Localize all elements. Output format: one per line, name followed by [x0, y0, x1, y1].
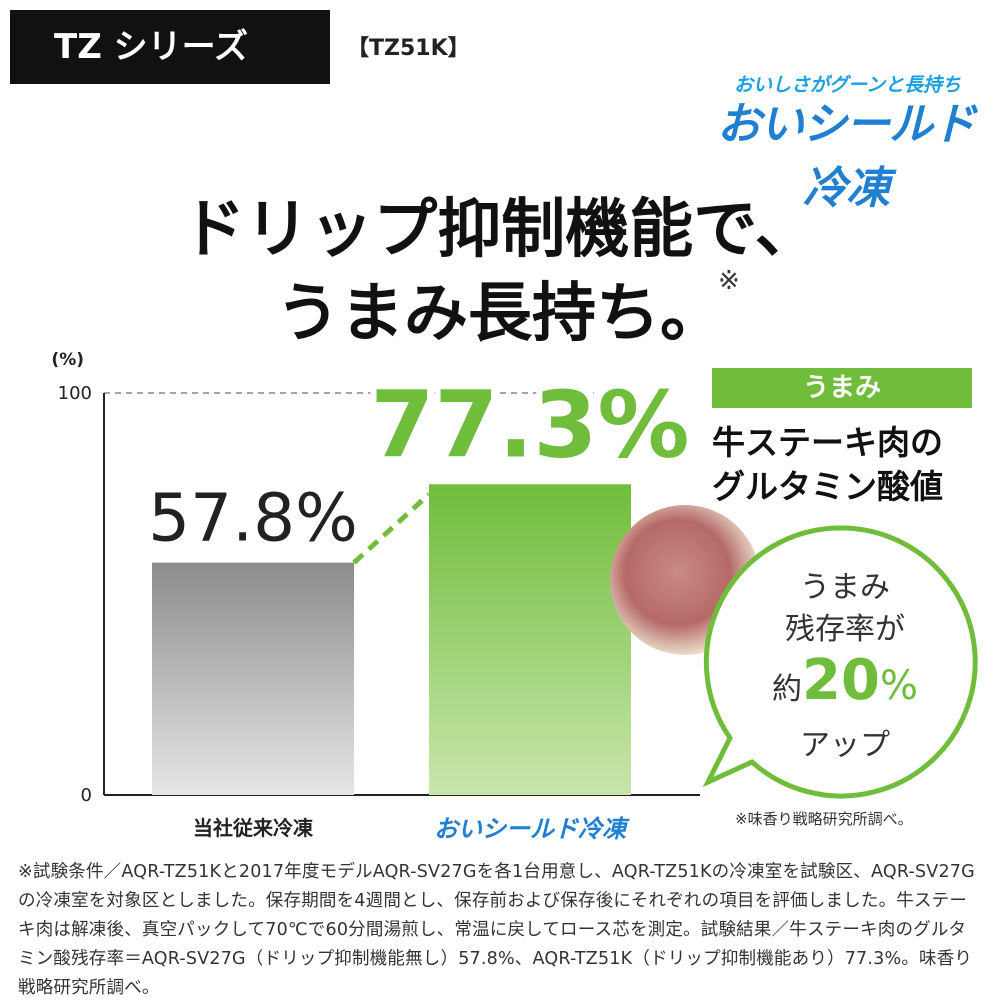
series-badge: TZ シリーズ — [10, 10, 330, 84]
brand-tagline: おいしさがグーンと長持ち — [733, 74, 962, 96]
bubble-line2: 残存率が — [785, 612, 905, 647]
brand-logo: おいシールド冷凍 — [717, 99, 976, 214]
disclaimer: ※試験条件／AQR-TZ51Kと2017年度モデルAQR-SV27Gを各1台用意… — [18, 862, 975, 998]
metric-line2: グルタミン酸値 — [712, 467, 943, 506]
speech-bubble — [702, 525, 978, 799]
bar — [152, 562, 354, 795]
connector-line — [352, 492, 431, 565]
bubble-value: 20 — [802, 648, 880, 713]
bubble-line4: アップ — [800, 728, 890, 763]
note-mark: ※ — [718, 266, 740, 296]
bubble-prefix: 約 — [772, 672, 803, 707]
category-label: おいシールド冷凍 — [434, 815, 630, 843]
umami-tag: うまみ — [712, 368, 972, 408]
metric-line1: 牛ステーキ肉の — [712, 423, 943, 462]
model-number: 【TZ51K】 — [347, 36, 470, 61]
bubble-value-line: 約20% — [740, 648, 950, 713]
data-label: 77.3% — [370, 371, 689, 478]
bubble-unit: % — [879, 663, 918, 709]
source-note: ※味香り戦略研究所調べ。 — [735, 810, 913, 828]
category-label: 当社従来冷凍 — [193, 816, 314, 840]
y-tick-label: 0 — [81, 785, 92, 806]
y-axis-label: (%) — [51, 350, 84, 370]
data-label: 57.8% — [148, 480, 358, 557]
bar — [429, 484, 631, 795]
y-tick-label: 100 — [58, 383, 92, 404]
bubble-line1: うまみ — [800, 570, 890, 605]
headline-line1: ドリップ抑制機能で、 — [181, 193, 819, 267]
headline-line2: うまみ長持ち。 — [276, 277, 724, 351]
